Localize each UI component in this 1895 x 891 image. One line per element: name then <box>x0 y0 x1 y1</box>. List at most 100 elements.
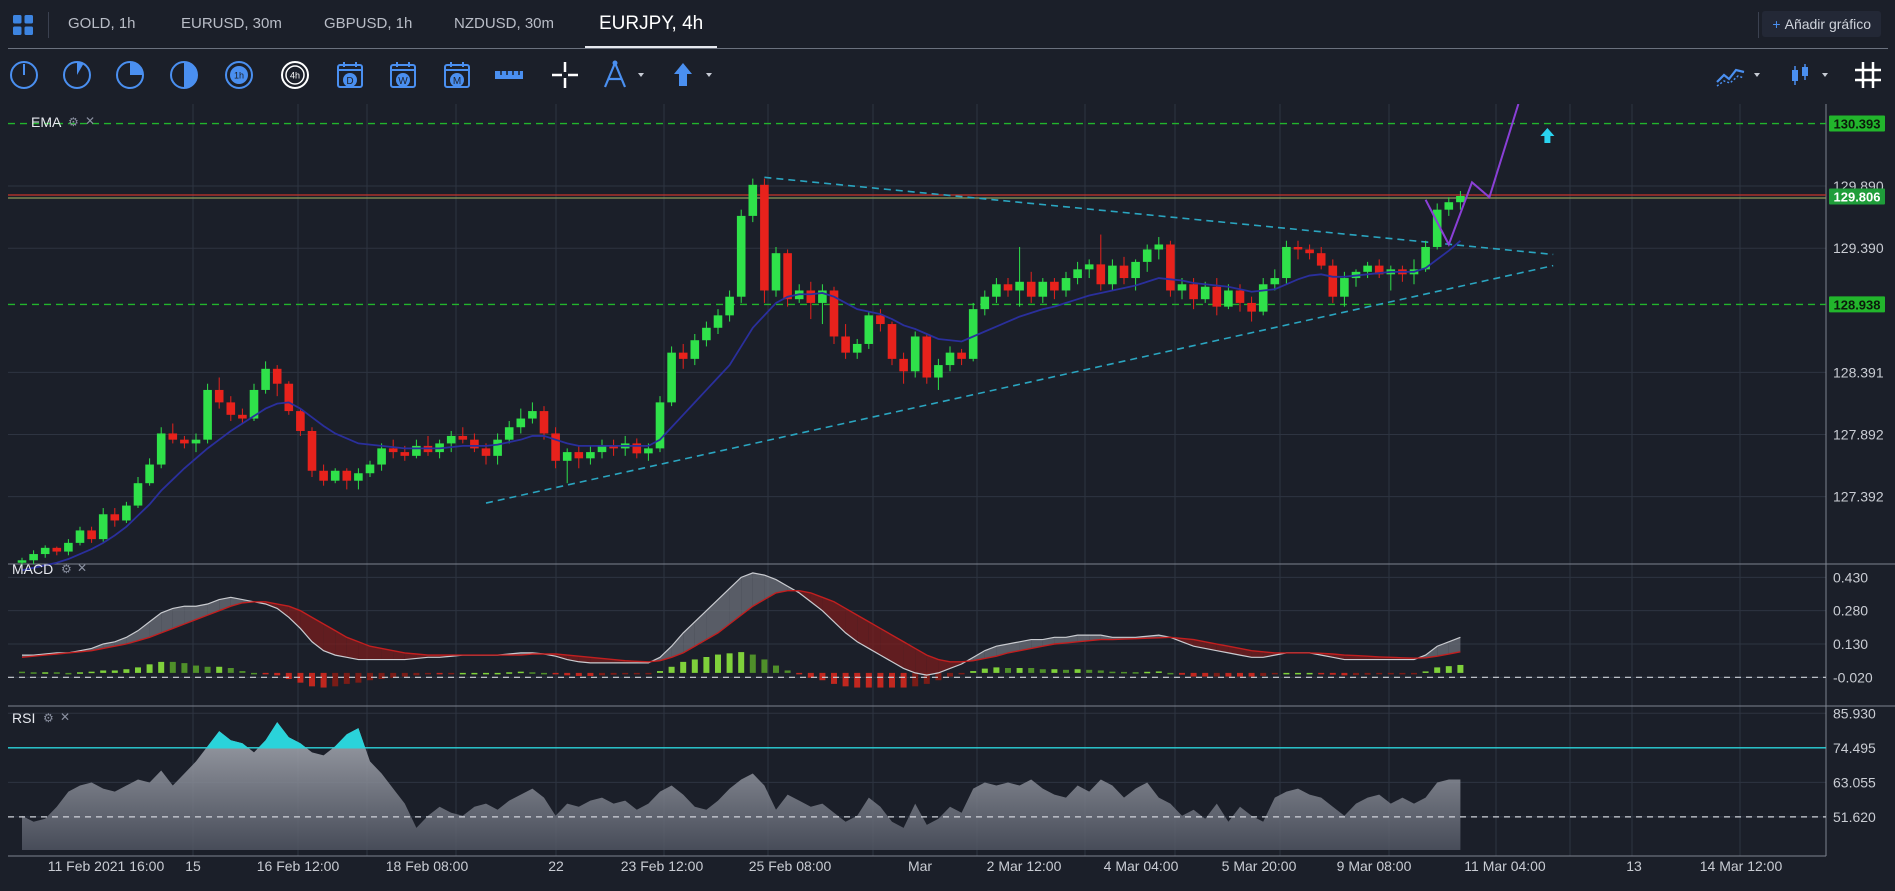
macd-histogram-bar <box>378 672 385 679</box>
rsi-settings-icon[interactable]: ⚙ <box>43 711 54 725</box>
add-chart-button[interactable]: + Añadir gráfico <box>1762 11 1881 37</box>
indicators-icon[interactable] <box>1714 58 1766 92</box>
candle <box>1154 244 1164 250</box>
macd-histogram-bar <box>1063 669 1069 673</box>
candle <box>516 418 526 428</box>
tab-gbpusd-1h[interactable]: GBPUSD, 1h <box>324 0 412 48</box>
eurjpy-chart[interactable]: 129.890129.390128.391127.892127.3920.430… <box>0 103 1895 886</box>
macd-histogram-bar <box>1411 672 1417 675</box>
arrow-up-icon[interactable] <box>667 58 717 92</box>
macd-cloud-segment <box>892 635 904 669</box>
macd-histogram-bar <box>1295 672 1301 675</box>
ema-indicator-label: EMA <box>31 114 62 130</box>
macd-histogram-bar <box>413 672 420 676</box>
tab-gold-1h[interactable]: GOLD, 1h <box>68 0 136 48</box>
30m-clock-icon[interactable] <box>167 58 201 92</box>
time-axis-label: 18 Feb 08:00 <box>386 858 469 874</box>
rsi-axis-label: 85.930 <box>1833 705 1876 721</box>
monthly-calendar-icon[interactable]: M <box>440 58 474 92</box>
candle <box>1258 284 1268 312</box>
macd-histogram-bar <box>1364 672 1371 675</box>
candle <box>87 530 96 540</box>
macd-histogram-bar <box>332 672 339 687</box>
ema-close-icon[interactable]: ✕ <box>85 114 96 128</box>
crosshair-icon[interactable] <box>548 58 582 92</box>
svg-text:M: M <box>453 76 461 87</box>
price-axis-label: 127.892 <box>1833 426 1884 442</box>
macd-histogram-bar <box>274 672 281 676</box>
rsi-close-icon[interactable]: ✕ <box>60 710 71 724</box>
apps-grid-icon[interactable] <box>12 14 34 36</box>
macd-histogram-bar <box>262 672 269 675</box>
4h-clock-icon[interactable]: 4h <box>278 58 312 92</box>
candle <box>446 435 456 444</box>
macd-histogram-bar <box>19 671 25 674</box>
macd-histogram-bar <box>912 672 919 687</box>
candle <box>1224 290 1233 307</box>
macd-cloud-segment <box>277 604 289 618</box>
candle <box>1305 249 1314 254</box>
macd-histogram-bar <box>981 668 988 673</box>
ruler-icon[interactable] <box>492 58 526 92</box>
macd-settings-icon[interactable]: ⚙ <box>61 562 72 576</box>
macd-histogram-bar <box>1434 667 1441 673</box>
macd-histogram-bar <box>1086 669 1093 673</box>
candle <box>1084 264 1094 270</box>
level-badge-128938-text: 128.938 <box>1834 297 1881 312</box>
macd-histogram-bar <box>599 672 605 676</box>
candle <box>829 290 839 337</box>
tab-divider <box>8 48 1888 49</box>
macd-histogram-bar <box>1155 671 1162 673</box>
daily-calendar-icon[interactable]: D <box>333 58 367 92</box>
1h-clock-icon[interactable]: 1h <box>222 58 256 92</box>
active-tab-underline <box>585 46 718 48</box>
macd-cloud-segment <box>404 652 417 660</box>
macd-cloud-segment <box>752 572 765 607</box>
level-badge-130393-text: 130.393 <box>1834 117 1881 132</box>
candle <box>319 470 328 481</box>
macd-histogram-bar <box>1422 671 1429 673</box>
macd-cloud-segment <box>1448 637 1461 654</box>
candle <box>760 184 769 291</box>
macd-close-icon[interactable]: ✕ <box>77 561 88 575</box>
macd-histogram-bar <box>169 661 176 673</box>
tab-nzdusd-30m[interactable]: NZDUSD, 30m <box>454 0 554 48</box>
macd-signal-line <box>21 589 1461 663</box>
tab-eurjpy-4h[interactable]: EURJPY, 4h <box>585 0 718 48</box>
macd-cloud-segment <box>776 579 788 593</box>
drawing-tools-icon[interactable] <box>598 58 648 92</box>
macd-histogram-bar <box>1353 672 1359 676</box>
chart-type-icon[interactable] <box>1784 58 1836 92</box>
macd-histogram-bar <box>204 666 211 673</box>
grid-icon[interactable] <box>1851 58 1885 92</box>
macd-cloud-segment <box>671 632 684 658</box>
macd-cloud-segment <box>381 648 394 660</box>
candle <box>342 470 352 481</box>
tab-eurusd-30m[interactable]: EURUSD, 30m <box>181 0 282 48</box>
macd-cloud-segment <box>346 637 359 660</box>
time-axis-label: 2 Mar 12:00 <box>987 858 1062 874</box>
tab-label: EURJPY, 4h <box>599 13 704 34</box>
macd-histogram-bar <box>1132 672 1139 674</box>
candle <box>412 445 421 456</box>
candle <box>238 414 247 419</box>
tab-separator <box>1758 12 1759 38</box>
macd-cloud-segment <box>683 621 695 653</box>
15m-clock-icon[interactable] <box>113 58 147 92</box>
candle <box>388 448 398 453</box>
candle <box>1015 281 1024 291</box>
weekly-calendar-icon[interactable]: W <box>386 58 420 92</box>
macd-cloud-segment <box>1077 635 1090 642</box>
trendline-lower <box>485 264 1554 504</box>
candle <box>992 284 1001 297</box>
5m-clock-icon[interactable] <box>60 58 94 92</box>
chart-area[interactable]: 129.890 129.390 128.391 127.892 127.392 0.430… <box>0 103 1895 886</box>
time-axis-label: 25 Feb 08:00 <box>749 858 832 874</box>
macd-histogram-bar <box>193 665 199 673</box>
trendline-upper <box>764 176 1554 256</box>
ema-settings-icon[interactable]: ⚙ <box>68 115 79 129</box>
macd-cloud-segment <box>1019 639 1032 651</box>
1m-clock-icon[interactable] <box>7 58 41 92</box>
up-arrow-marker <box>1540 128 1555 143</box>
macd-histogram-bar <box>1341 672 1348 676</box>
